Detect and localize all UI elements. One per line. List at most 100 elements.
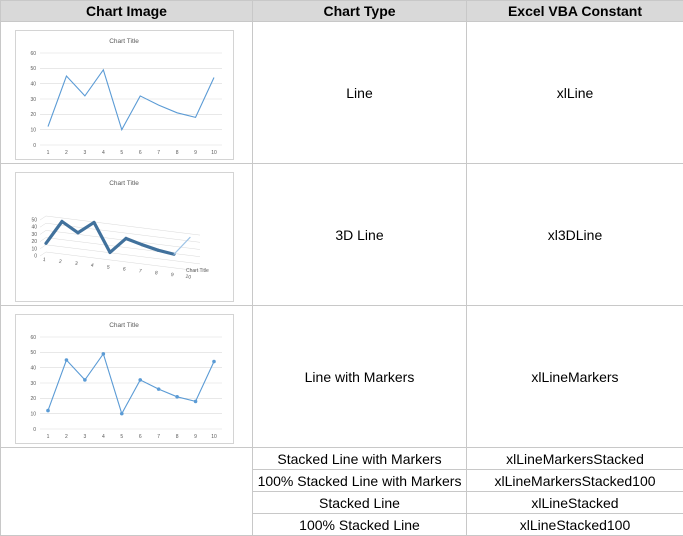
y-tick-label: 20 [30, 396, 36, 402]
gridline [40, 223, 46, 227]
x-tick-label: 1 [47, 150, 50, 156]
vba-constant-cell: xlLine [467, 22, 683, 164]
gridline [40, 238, 46, 242]
x-tick-label: 4 [102, 434, 105, 440]
x-tick-label: 7 [157, 434, 160, 440]
y-tick-label: 40 [31, 225, 37, 231]
y-tick-label: 30 [31, 232, 37, 238]
x-tick-label: 10 [211, 150, 217, 156]
y-tick-label: 50 [30, 66, 36, 72]
gridline [46, 245, 200, 264]
x-tick-label: 6 [139, 434, 142, 440]
data-point [65, 358, 69, 362]
x-tick-label: 4 [102, 150, 105, 156]
y-tick-label: 60 [30, 51, 36, 57]
series-line [48, 354, 214, 414]
x-tick-label: 9 [170, 272, 174, 278]
x-tick-label: 5 [120, 434, 123, 440]
chart-type-cell: Line with Markers [253, 306, 467, 448]
chart-title: Chart Title [109, 38, 139, 45]
x-tick-label: 1 [42, 257, 46, 263]
y-tick-label: 60 [30, 335, 36, 341]
x-tick-label: 7 [157, 150, 160, 156]
data-point [212, 360, 216, 364]
series-segment [62, 222, 78, 233]
data-point [194, 400, 198, 404]
header-chart-image: Chart Image [1, 1, 253, 22]
data-point [120, 412, 124, 416]
chart-title: Chart Title [109, 322, 139, 329]
y-tick-label: 50 [31, 218, 37, 224]
series-segment [46, 222, 62, 244]
data-point [83, 378, 87, 382]
data-point [157, 387, 161, 391]
depth-axis-label: Chart Title [186, 268, 209, 274]
y-tick-label: 0 [33, 427, 36, 433]
chart-type-cell: 3D Line [253, 164, 467, 306]
gridline [40, 216, 46, 220]
y-tick-label: 0 [33, 143, 36, 149]
x-tick-label: 5 [106, 264, 110, 270]
x-tick-label: 7 [138, 268, 142, 274]
y-tick-label: 50 [30, 350, 36, 356]
series-segment [142, 245, 158, 251]
y-tick-label: 20 [31, 239, 37, 245]
x-tick-label: 5 [120, 150, 123, 156]
y-tick-label: 0 [34, 254, 37, 260]
y-tick-label: 30 [30, 97, 36, 103]
y-tick-label: 10 [30, 411, 36, 417]
x-tick-label: 4 [90, 262, 94, 268]
table-row: Stacked Line with Markers xlLineMarkersS… [1, 448, 683, 470]
x-tick-label: 3 [74, 261, 78, 267]
vba-constant-cell: xlLineMarkersStacked [467, 448, 683, 470]
gridline [40, 230, 46, 234]
x-tick-label: 9 [194, 434, 197, 440]
data-point [46, 409, 50, 413]
y-tick-label: 30 [30, 381, 36, 387]
y-tick-label: 40 [30, 81, 36, 87]
chart-type-cell: 100% Stacked Line [253, 514, 467, 536]
x-tick-label: 6 [139, 150, 142, 156]
vba-constant-cell: xlLineStacked [467, 492, 683, 514]
series-segment [94, 222, 110, 252]
x-tick-label: 8 [154, 270, 158, 276]
x-tick-label: 9 [194, 150, 197, 156]
gridline [40, 245, 46, 249]
x-tick-label: 2 [58, 259, 62, 265]
chart-title: Chart Title [109, 180, 139, 187]
vba-constant-cell: xlLineStacked100 [467, 514, 683, 536]
x-tick-label: 2 [65, 434, 68, 440]
y-tick-label: 10 [31, 246, 37, 252]
gridline [40, 252, 46, 256]
empty-image-cell [1, 448, 253, 536]
x-tick-label: 1 [47, 434, 50, 440]
x-tick-label: 8 [176, 434, 179, 440]
chart-type-cell: Stacked Line with Markers [253, 448, 467, 470]
data-point [138, 378, 142, 382]
series-segment [110, 238, 126, 252]
chart-type-cell: Line [253, 22, 467, 164]
header-row: Chart Image Chart Type Excel VBA Constan… [1, 1, 683, 22]
y-tick-label: 10 [30, 127, 36, 133]
header-chart-type: Chart Type [253, 1, 467, 22]
chart-type-cell: Stacked Line [253, 492, 467, 514]
x-tick-label: 8 [176, 150, 179, 156]
data-point [102, 352, 106, 356]
chart-type-cell: 100% Stacked Line with Markers [253, 470, 467, 492]
data-point [175, 395, 179, 399]
header-vba-constant: Excel VBA Constant [467, 1, 683, 22]
vba-constant-cell: xlLineMarkers [467, 306, 683, 448]
